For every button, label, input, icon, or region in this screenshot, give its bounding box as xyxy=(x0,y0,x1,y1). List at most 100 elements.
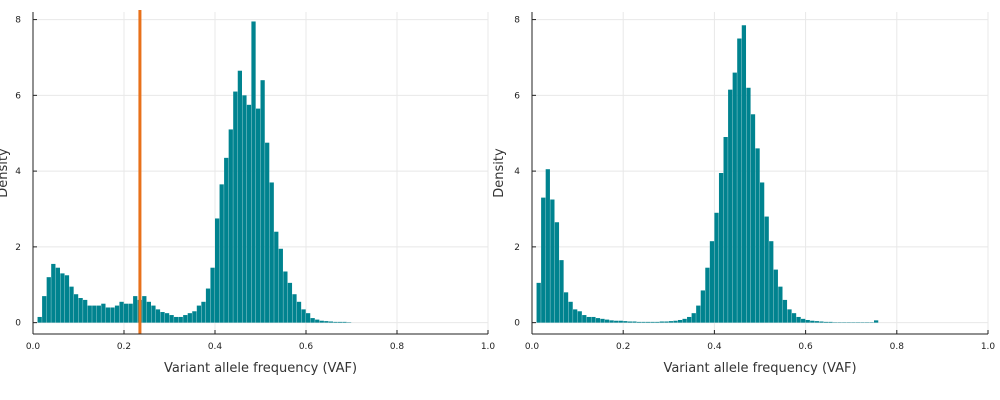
histogram-bar xyxy=(328,321,333,323)
histogram-bar xyxy=(595,318,601,323)
histogram-bar xyxy=(728,89,733,323)
x-tick-label: 1.0 xyxy=(481,342,496,352)
histogram-bar xyxy=(577,311,582,323)
histogram-bar xyxy=(119,301,124,323)
histogram-bar xyxy=(810,320,815,323)
histogram-bar xyxy=(96,305,101,323)
histogram-bar xyxy=(741,25,747,323)
histogram-bar xyxy=(550,199,555,323)
histogram-bar xyxy=(746,87,751,323)
histogram-bar xyxy=(700,290,705,323)
left-histogram-panel: 0.0 0.2 0.4 0.6 0.8 1.0 0 2 4 6 8 Variant allele fr… xyxy=(0,10,495,376)
histogram-bar xyxy=(760,182,765,323)
histogram-bar xyxy=(541,197,546,323)
histogram-bar xyxy=(306,313,311,323)
histogram-bar xyxy=(559,260,564,323)
histogram-bar xyxy=(237,70,242,323)
histogram-bar xyxy=(169,315,174,323)
y-tick-label: 8 xyxy=(514,16,520,26)
histogram-bar xyxy=(609,320,614,323)
histogram-bar xyxy=(687,316,692,323)
histogram-bar xyxy=(732,72,737,323)
histogram-bar xyxy=(219,184,224,323)
histogram-bar xyxy=(46,277,51,323)
x-tick-label: 0.6 xyxy=(798,342,813,352)
histogram-bar xyxy=(133,296,138,323)
y-tick-label: 6 xyxy=(15,91,21,101)
x-tick-label: 0.0 xyxy=(26,342,41,352)
histogram-bar xyxy=(677,319,683,323)
histogram-bar xyxy=(251,21,256,323)
histogram-bar xyxy=(192,311,197,323)
histogram-bar xyxy=(105,307,111,323)
histogram-bar xyxy=(714,212,719,323)
histogram-bar xyxy=(814,321,819,323)
histogram-bar xyxy=(205,288,211,323)
histogram-bar xyxy=(278,248,283,323)
histogram-bar xyxy=(324,321,329,323)
histogram-bar xyxy=(242,95,247,323)
y-axis-title: Density xyxy=(492,148,507,198)
histogram-bar xyxy=(224,157,229,323)
histogram-bar xyxy=(778,286,783,323)
histogram-bar xyxy=(101,303,106,323)
histogram-bar xyxy=(92,305,97,323)
x-tick-label: 0.8 xyxy=(390,342,405,352)
histogram-bar xyxy=(632,321,637,323)
histogram-bar xyxy=(782,299,788,323)
histogram-bar xyxy=(233,91,238,323)
histogram-bar xyxy=(586,316,591,323)
histogram-bar xyxy=(682,318,687,323)
histogram-bar xyxy=(151,305,156,323)
histogram-bar xyxy=(641,321,646,323)
histogram-bar xyxy=(283,271,288,323)
histogram-bar xyxy=(265,142,270,323)
histogram-bar xyxy=(618,320,623,323)
histogram-bar xyxy=(705,267,710,323)
y-tick-label: 4 xyxy=(15,167,21,177)
histogram-bar xyxy=(342,321,347,323)
histogram-bar xyxy=(187,313,192,323)
histogram-bar xyxy=(805,319,810,323)
histogram-bar xyxy=(78,298,83,323)
histogram-bar xyxy=(627,321,633,323)
histogram-bar xyxy=(160,312,165,323)
histogram-bar xyxy=(696,305,701,323)
histogram-bar xyxy=(178,316,183,323)
histogram-bar xyxy=(269,182,274,323)
y-tick-label: 6 xyxy=(514,91,520,101)
histogram-bar xyxy=(573,309,578,323)
histogram-bar xyxy=(201,301,206,323)
histogram-bar xyxy=(801,318,806,323)
histogram-bar xyxy=(545,169,550,323)
y-tick-label: 0 xyxy=(514,319,520,329)
y-axis-title: Density xyxy=(0,148,11,198)
histogram-bar xyxy=(604,319,610,323)
histogram-bar xyxy=(536,282,541,323)
histogram-bar xyxy=(37,316,42,323)
histogram-bar xyxy=(128,303,133,323)
histogram-bar xyxy=(260,80,265,323)
histogram-bar xyxy=(296,301,302,323)
histogram-bar xyxy=(301,309,306,323)
histogram-bar xyxy=(73,294,79,323)
histogram-bar xyxy=(591,316,596,323)
histogram-bar xyxy=(773,269,778,323)
x-tick-label: 0.8 xyxy=(890,342,905,352)
histogram-bar xyxy=(796,316,801,323)
histogram-bar xyxy=(691,313,696,323)
histogram-bar xyxy=(183,315,188,323)
right-histogram-panel: 0.0 0.2 0.4 0.6 0.8 1.0 0 2 4 6 8 Variant allele fr… xyxy=(492,12,995,376)
histogram-bar xyxy=(292,294,297,323)
histogram-bar xyxy=(124,303,129,323)
histogram-bar xyxy=(646,321,651,323)
histogram-bar xyxy=(828,321,833,323)
histogram-bar xyxy=(274,231,279,323)
histogram-bar xyxy=(668,321,674,323)
x-tick-label: 0.4 xyxy=(707,342,722,352)
histogram-bar xyxy=(87,305,92,323)
histogram-bar xyxy=(164,313,170,323)
histogram-bar xyxy=(764,216,769,323)
histogram-bar xyxy=(750,114,756,323)
